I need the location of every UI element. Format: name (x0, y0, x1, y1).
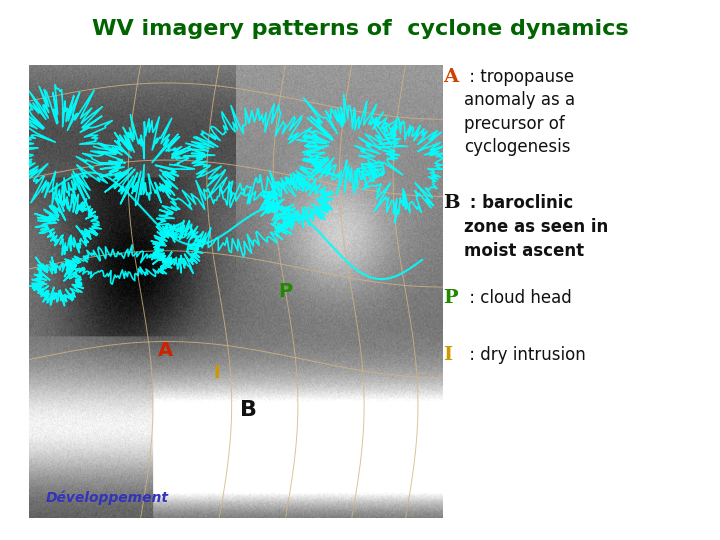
Text: Développement: Développement (45, 490, 168, 505)
Text: : baroclinic
zone as seen in
moist ascent: : baroclinic zone as seen in moist ascen… (464, 194, 608, 260)
Text: P: P (443, 289, 457, 307)
Text: I: I (443, 346, 452, 363)
Text: A: A (158, 341, 173, 360)
Text: A: A (443, 68, 458, 85)
Text: : dry intrusion: : dry intrusion (464, 346, 586, 363)
Text: B: B (240, 400, 257, 420)
Text: I: I (214, 364, 220, 382)
Text: : tropopause
anomaly as a
precursor of
cyclogenesis: : tropopause anomaly as a precursor of c… (464, 68, 575, 156)
Text: P: P (279, 282, 292, 301)
Text: : cloud head: : cloud head (464, 289, 572, 307)
Text: WV imagery patterns of  cyclone dynamics: WV imagery patterns of cyclone dynamics (91, 19, 629, 39)
Text: B: B (443, 194, 459, 212)
